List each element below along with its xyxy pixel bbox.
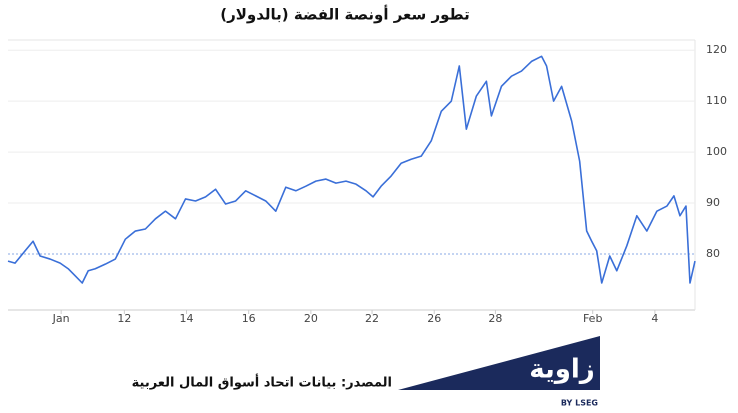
logo-shape <box>398 336 600 390</box>
x-tick-label: 14 <box>180 312 194 325</box>
source: المصدر: بيانات اتحاد أسواق المال العربية <box>132 374 392 391</box>
x-tick-label: 12 <box>117 312 131 325</box>
price-line <box>7 55 696 284</box>
x-tick-label: 20 <box>304 312 318 325</box>
x-tick-label: Feb <box>583 312 602 325</box>
chart-title: تطور سعر أونصة الفضة (بالدولار) <box>220 5 470 24</box>
x-tick-label: 16 <box>242 312 256 325</box>
y-tick-label: 110 <box>706 94 727 107</box>
x-tick-label: 26 <box>427 312 441 325</box>
x-tick-label: 4 <box>651 312 658 325</box>
logo-name: زاوية <box>529 355 595 385</box>
x-tick-label: Jan <box>52 312 70 325</box>
y-tick-label: 90 <box>706 196 720 209</box>
logo-byline: BY LSEG <box>561 399 598 408</box>
x-tick-label: 28 <box>488 312 502 325</box>
y-tick-label: 100 <box>706 145 727 158</box>
y-tick-label: 120 <box>706 43 727 56</box>
x-tick-label: 22 <box>365 312 379 325</box>
reference-label: 80 <box>706 247 720 260</box>
